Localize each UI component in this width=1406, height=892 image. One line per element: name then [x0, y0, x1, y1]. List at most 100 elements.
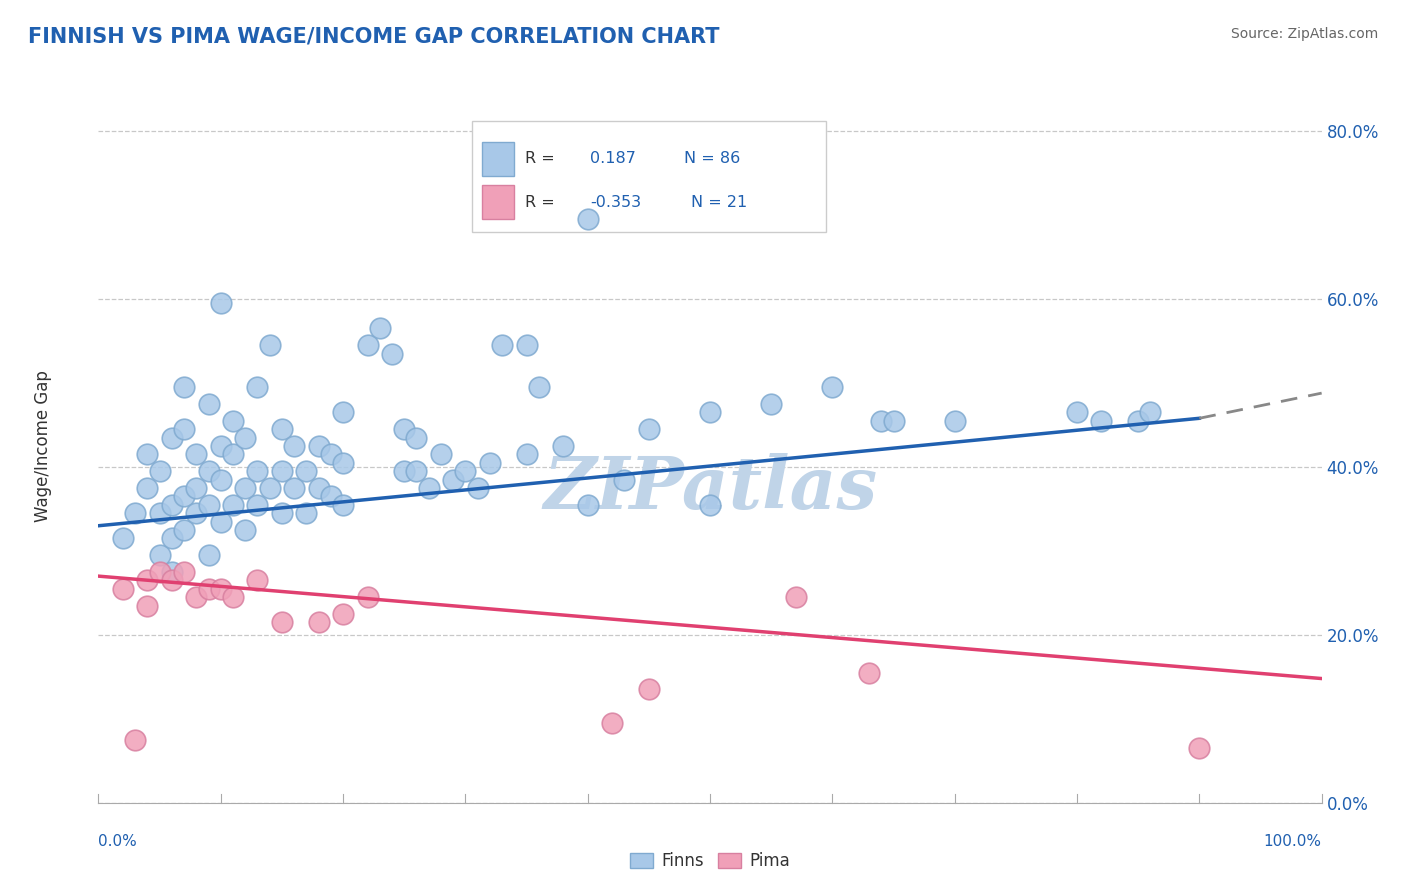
Point — [785, 590, 807, 604]
Point — [283, 439, 305, 453]
Point — [160, 574, 183, 588]
Point — [111, 532, 134, 546]
Point — [197, 582, 219, 596]
Point — [870, 414, 893, 428]
Point — [197, 548, 219, 562]
Point — [699, 405, 721, 419]
Point — [430, 447, 453, 461]
Point — [246, 380, 269, 394]
Point — [392, 422, 416, 436]
Point — [478, 456, 501, 470]
Point — [222, 498, 245, 512]
Point — [356, 590, 378, 604]
Point — [246, 464, 269, 478]
Point — [638, 422, 661, 436]
Point — [160, 498, 183, 512]
Point — [821, 380, 844, 394]
Point — [1188, 741, 1211, 756]
Point — [222, 590, 245, 604]
Point — [308, 439, 330, 453]
Point — [467, 481, 489, 495]
Point — [392, 464, 416, 478]
Point — [553, 439, 575, 453]
Point — [308, 481, 330, 495]
Point — [124, 506, 146, 520]
Point — [883, 414, 905, 428]
Legend: Finns, Pima: Finns, Pima — [623, 846, 797, 877]
Point — [173, 565, 195, 579]
Point — [381, 346, 404, 360]
Point — [405, 431, 427, 445]
Point — [356, 338, 378, 352]
Point — [332, 456, 354, 470]
Text: Wage/Income Gap: Wage/Income Gap — [34, 370, 52, 522]
Point — [209, 296, 232, 310]
Point — [699, 498, 721, 512]
Point — [454, 464, 477, 478]
Point — [197, 464, 219, 478]
Point — [270, 506, 294, 520]
Point — [613, 473, 636, 487]
Point — [943, 414, 966, 428]
Point — [576, 498, 599, 512]
Point — [515, 447, 537, 461]
Point — [173, 523, 195, 537]
Point — [283, 481, 305, 495]
Point — [149, 464, 172, 478]
Point — [405, 464, 427, 478]
Point — [173, 489, 195, 503]
Point — [319, 447, 342, 461]
Point — [515, 338, 537, 352]
Point — [761, 397, 783, 411]
Point — [418, 481, 440, 495]
Point — [308, 615, 330, 630]
Point — [1139, 405, 1161, 419]
Point — [270, 422, 294, 436]
Point — [136, 574, 159, 588]
Point — [295, 464, 318, 478]
Point — [270, 464, 294, 478]
Point — [149, 565, 172, 579]
Point — [149, 548, 172, 562]
Point — [233, 481, 256, 495]
Point — [124, 732, 146, 747]
Point — [136, 599, 159, 613]
Point — [332, 498, 354, 512]
Text: 0.0%: 0.0% — [98, 834, 138, 849]
Point — [186, 481, 208, 495]
Point — [1128, 414, 1150, 428]
Point — [173, 422, 195, 436]
Point — [149, 506, 172, 520]
Point — [209, 439, 232, 453]
Point — [270, 615, 294, 630]
Point — [197, 397, 219, 411]
Text: FINNISH VS PIMA WAGE/INCOME GAP CORRELATION CHART: FINNISH VS PIMA WAGE/INCOME GAP CORRELAT… — [28, 27, 720, 46]
Point — [332, 607, 354, 621]
Point — [111, 582, 134, 596]
Point — [186, 506, 208, 520]
Point — [246, 574, 269, 588]
Point — [368, 321, 391, 335]
Point — [319, 489, 342, 503]
Point — [209, 515, 232, 529]
Point — [527, 380, 550, 394]
Text: ZIPatlas: ZIPatlas — [543, 453, 877, 524]
Point — [233, 431, 256, 445]
Point — [259, 338, 281, 352]
Point — [600, 716, 623, 731]
Point — [186, 590, 208, 604]
Point — [1090, 414, 1112, 428]
Point — [197, 498, 219, 512]
Point — [222, 447, 245, 461]
Point — [160, 565, 183, 579]
Point — [441, 473, 464, 487]
Point — [209, 582, 232, 596]
Point — [160, 431, 183, 445]
Point — [332, 405, 354, 419]
Text: 100.0%: 100.0% — [1264, 834, 1322, 849]
Point — [858, 665, 880, 680]
Point — [136, 447, 159, 461]
Point — [209, 473, 232, 487]
Point — [295, 506, 318, 520]
Point — [638, 682, 661, 697]
